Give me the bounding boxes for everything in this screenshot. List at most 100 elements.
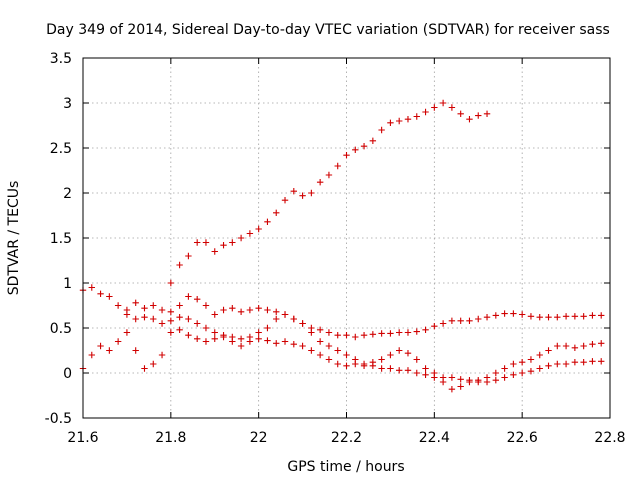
data-point bbox=[466, 377, 473, 384]
data-point bbox=[237, 234, 245, 242]
data-point bbox=[457, 317, 464, 324]
data-point bbox=[316, 326, 324, 333]
data-point bbox=[369, 331, 377, 338]
data-point bbox=[396, 347, 403, 354]
data-point bbox=[220, 332, 227, 339]
chart-title: Day 349 of 2014, Sidereal Day-to-day VTE… bbox=[46, 22, 610, 38]
data-point bbox=[457, 376, 464, 383]
data-point bbox=[580, 359, 587, 366]
data-point bbox=[527, 368, 535, 375]
data-point bbox=[448, 317, 456, 324]
data-point bbox=[378, 330, 385, 337]
data-point bbox=[185, 252, 192, 260]
axis-ticks: 21.6 21.8 22 22.2 22.4 22.6 22.8 -0.5 0 0.5 1 1.5 2 2… bbox=[45, 51, 626, 446]
data-point bbox=[501, 310, 508, 317]
data-point bbox=[422, 365, 429, 372]
data-point bbox=[510, 310, 517, 317]
data-point bbox=[536, 314, 543, 321]
data-point bbox=[123, 329, 131, 336]
data-point bbox=[264, 324, 271, 332]
data-point bbox=[281, 197, 289, 204]
data-point bbox=[334, 162, 341, 170]
data-point bbox=[545, 347, 552, 354]
data-point bbox=[290, 188, 297, 195]
data-point bbox=[97, 290, 104, 297]
data-point bbox=[325, 171, 333, 179]
y-tick-label: 1.5 bbox=[50, 231, 72, 247]
data-point bbox=[554, 342, 561, 350]
data-point bbox=[185, 315, 192, 323]
data-point bbox=[483, 314, 491, 321]
data-point bbox=[404, 329, 412, 336]
data-point bbox=[334, 347, 341, 354]
data-point bbox=[378, 356, 385, 363]
y-tick-label: 2 bbox=[63, 186, 72, 202]
data-point bbox=[431, 323, 438, 330]
data-point bbox=[316, 351, 324, 359]
data-point bbox=[536, 365, 543, 372]
data-series bbox=[123, 311, 605, 386]
data-series bbox=[79, 284, 605, 341]
data-marks bbox=[79, 99, 605, 393]
data-point bbox=[527, 356, 535, 363]
data-point bbox=[158, 306, 166, 314]
data-point bbox=[589, 341, 596, 348]
data-point bbox=[562, 313, 570, 320]
data-point bbox=[431, 104, 438, 111]
data-point bbox=[413, 328, 420, 335]
data-point bbox=[325, 356, 333, 363]
data-point bbox=[237, 342, 245, 350]
data-point bbox=[281, 338, 289, 345]
data-point bbox=[273, 308, 280, 315]
data-point bbox=[527, 313, 535, 320]
data-point bbox=[422, 371, 429, 378]
data-point bbox=[237, 335, 245, 342]
data-point bbox=[220, 242, 227, 249]
data-point bbox=[518, 311, 526, 318]
data-point bbox=[220, 306, 227, 314]
data-point bbox=[396, 117, 403, 125]
data-point bbox=[360, 143, 368, 150]
data-point bbox=[396, 329, 403, 336]
data-point bbox=[316, 179, 324, 186]
data-point bbox=[492, 312, 500, 319]
data-point bbox=[290, 315, 297, 323]
data-point bbox=[316, 338, 324, 345]
data-point bbox=[439, 374, 447, 381]
data-point bbox=[123, 311, 131, 318]
data-point bbox=[202, 239, 210, 246]
data-point bbox=[325, 342, 333, 350]
data-point bbox=[457, 383, 464, 390]
y-tick-label: 3 bbox=[63, 96, 72, 112]
data-point bbox=[475, 378, 482, 386]
data-point bbox=[422, 108, 429, 116]
data-point bbox=[536, 351, 543, 359]
data-point bbox=[88, 284, 95, 291]
data-point bbox=[273, 340, 280, 347]
data-point bbox=[439, 320, 447, 327]
data-point bbox=[387, 365, 394, 372]
data-point bbox=[431, 374, 438, 381]
y-tick-label: 1 bbox=[63, 276, 72, 292]
data-point bbox=[193, 296, 201, 303]
data-point bbox=[88, 351, 95, 359]
data-point bbox=[308, 347, 315, 354]
data-point bbox=[185, 332, 192, 339]
data-point bbox=[325, 329, 333, 336]
data-point bbox=[413, 369, 420, 377]
data-point bbox=[580, 313, 587, 320]
data-point bbox=[255, 329, 262, 336]
data-point bbox=[554, 360, 561, 368]
data-point bbox=[360, 360, 368, 368]
data-point bbox=[308, 189, 315, 197]
data-point bbox=[290, 341, 297, 348]
data-point bbox=[176, 326, 183, 333]
data-point bbox=[404, 350, 412, 357]
data-point bbox=[369, 362, 377, 369]
data-point bbox=[141, 305, 148, 312]
data-point bbox=[132, 299, 139, 306]
y-axis-label: SDTVAR / TECUs bbox=[6, 181, 22, 296]
data-point bbox=[518, 359, 526, 366]
data-point bbox=[264, 337, 271, 344]
